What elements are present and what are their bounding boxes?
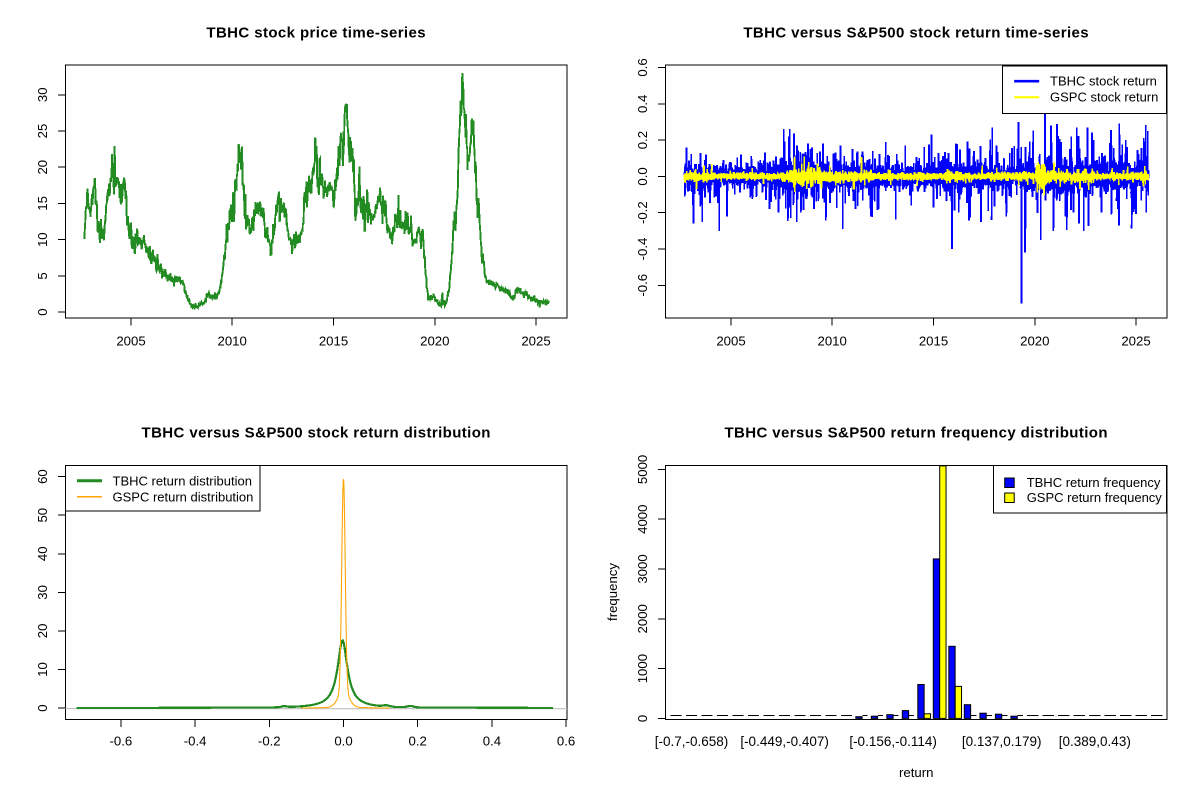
svg-text:60: 60 [35, 469, 50, 484]
svg-text:10: 10 [35, 232, 50, 247]
svg-text:15: 15 [35, 196, 50, 211]
svg-text:2020: 2020 [1020, 334, 1049, 349]
svg-text:0.4: 0.4 [635, 95, 650, 113]
svg-text:2025: 2025 [1121, 334, 1150, 349]
svg-text:[0.137,0.179): [0.137,0.179) [962, 734, 1042, 749]
svg-text:20: 20 [35, 624, 50, 639]
svg-text:return: return [899, 765, 933, 780]
svg-text:-0.6: -0.6 [110, 734, 133, 749]
svg-text:-0.4: -0.4 [184, 734, 207, 749]
svg-text:2015: 2015 [319, 334, 348, 349]
svg-text:2005: 2005 [116, 334, 145, 349]
svg-text:TBHC return frequency: TBHC return frequency [1027, 475, 1161, 490]
svg-text:0.2: 0.2 [409, 734, 427, 749]
svg-text:-0.6: -0.6 [635, 274, 650, 297]
svg-text:3000: 3000 [635, 554, 650, 583]
svg-text:2025: 2025 [521, 334, 550, 349]
svg-text:0: 0 [35, 308, 50, 315]
svg-text:2005: 2005 [716, 334, 745, 349]
svg-text:4000: 4000 [635, 505, 650, 534]
svg-text:5: 5 [35, 272, 50, 279]
svg-text:10: 10 [35, 662, 50, 677]
svg-text:[-0.156,-0.114): [-0.156,-0.114) [849, 734, 937, 749]
svg-text:GSPC return frequency: GSPC return frequency [1027, 490, 1163, 505]
svg-text:0.0: 0.0 [635, 167, 650, 185]
svg-text:0.4: 0.4 [483, 734, 501, 749]
svg-text:0: 0 [35, 704, 50, 711]
svg-text:GSPC return distribution: GSPC return distribution [113, 489, 254, 504]
svg-text:-0.2: -0.2 [258, 734, 281, 749]
svg-text:[0.389,0.43): [0.389,0.43) [1059, 734, 1131, 749]
svg-text:0.6: 0.6 [635, 58, 650, 76]
svg-text:[-0.7,-0.658): [-0.7,-0.658) [655, 734, 729, 749]
svg-text:TBHC return distribution: TBHC return distribution [113, 473, 252, 488]
svg-text:30: 30 [35, 87, 50, 102]
svg-text:-0.2: -0.2 [635, 201, 650, 224]
svg-text:40: 40 [35, 546, 50, 561]
svg-text:0.0: 0.0 [334, 734, 352, 749]
svg-text:frequency: frequency [605, 563, 620, 621]
svg-text:-0.4: -0.4 [635, 238, 650, 261]
svg-text:2010: 2010 [818, 334, 847, 349]
svg-text:30: 30 [35, 585, 50, 600]
svg-text:TBHC stock return: TBHC stock return [1050, 74, 1157, 89]
svg-text:2020: 2020 [420, 334, 449, 349]
svg-text:0.2: 0.2 [635, 131, 650, 149]
svg-text:2010: 2010 [218, 334, 247, 349]
svg-text:0.6: 0.6 [557, 734, 575, 749]
svg-text:25: 25 [35, 124, 50, 139]
svg-text:5000: 5000 [635, 455, 650, 484]
svg-text:2015: 2015 [919, 334, 948, 349]
svg-text:TBHC stock price time-series: TBHC stock price time-series [206, 25, 426, 42]
svg-text:TBHC versus S&P500 return freq: TBHC versus S&P500 return frequency dist… [724, 425, 1107, 442]
svg-text:GSPC stock return: GSPC stock return [1050, 90, 1158, 105]
svg-text:TBHC versus S&P500 stock retur: TBHC versus S&P500 stock return time-ser… [743, 25, 1089, 42]
svg-text:2000: 2000 [635, 604, 650, 633]
svg-text:50: 50 [35, 508, 50, 523]
svg-text:[-0.449,-0.407): [-0.449,-0.407) [740, 734, 829, 749]
svg-text:TBHC versus S&P500 stock retur: TBHC versus S&P500 stock return distribu… [142, 425, 491, 442]
svg-text:20: 20 [35, 160, 50, 175]
svg-text:0: 0 [635, 715, 650, 722]
svg-text:1000: 1000 [635, 654, 650, 683]
